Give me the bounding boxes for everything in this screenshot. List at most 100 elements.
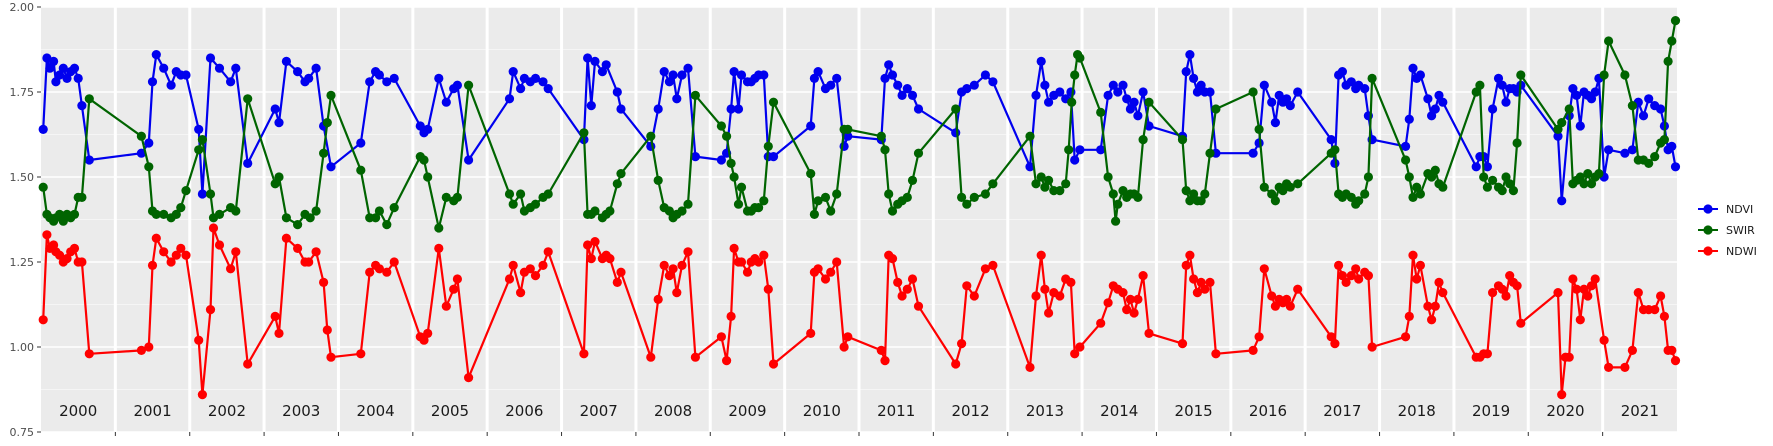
- ndvi-point: [504, 94, 515, 104]
- swir-point: [1404, 172, 1414, 182]
- swir-point: [181, 186, 191, 196]
- ndwi-point: [319, 277, 329, 287]
- ndwi-point: [579, 349, 589, 359]
- swir-point: [969, 192, 979, 202]
- swir-point: [1512, 138, 1522, 148]
- swir-point: [1667, 36, 1677, 46]
- swir-point: [319, 148, 329, 158]
- ndvi-point: [516, 84, 526, 94]
- ndwi-point: [605, 254, 615, 264]
- ndvi-point: [452, 80, 462, 90]
- ndwi-point: [659, 260, 669, 270]
- swir-point: [371, 213, 381, 223]
- ndwi-point: [194, 335, 204, 345]
- ndwi-point: [226, 264, 236, 274]
- ndwi-point: [1040, 284, 1050, 294]
- ndwi-point: [1129, 308, 1139, 318]
- ndvi-point: [1125, 104, 1135, 114]
- ndvi-point: [664, 77, 675, 87]
- ndvi-point: [159, 63, 169, 73]
- ndvi-point: [1196, 80, 1206, 90]
- ndvi-point: [1129, 97, 1139, 107]
- swir-point: [1505, 179, 1515, 189]
- ndwi-point: [1248, 345, 1258, 355]
- ndvi-point: [1122, 94, 1132, 104]
- ndwi-point: [311, 247, 321, 257]
- ndwi-point: [1412, 274, 1422, 284]
- ndvi-point: [1326, 135, 1336, 145]
- swir-point: [884, 189, 894, 199]
- swir-point: [683, 199, 693, 209]
- swir-point: [504, 189, 515, 199]
- swir-point: [902, 192, 912, 202]
- swir-point: [1118, 186, 1128, 196]
- ndvi-point: [1040, 80, 1050, 90]
- swir-point: [322, 118, 332, 128]
- ndwi-point: [902, 284, 912, 294]
- ndwi-point: [969, 291, 979, 301]
- ndwi-point: [768, 359, 779, 369]
- ndvi-point: [441, 97, 451, 107]
- legend-label: NDVI: [1726, 203, 1753, 216]
- ndwi-point: [612, 277, 622, 287]
- swir-point: [1189, 189, 1199, 199]
- ndvi-point: [1185, 50, 1195, 60]
- ndwi-point: [1133, 294, 1143, 304]
- swir-point: [962, 199, 972, 209]
- swir-point: [733, 199, 744, 209]
- ndwi-point: [356, 349, 366, 359]
- ndwi-point: [1122, 305, 1132, 315]
- ndvi-point: [1113, 87, 1123, 97]
- swir-point: [1138, 135, 1148, 145]
- swir-point: [452, 192, 462, 202]
- swir-point: [1111, 216, 1121, 226]
- swir-point: [197, 135, 207, 145]
- legend-key-point: [1703, 225, 1713, 235]
- legend-key-point: [1703, 246, 1713, 256]
- ndwi-point: [980, 264, 991, 274]
- ndwi-point: [1633, 288, 1643, 298]
- ndwi-point: [144, 342, 154, 352]
- swir-point: [1278, 186, 1288, 196]
- ndvi-point: [683, 63, 693, 73]
- ndvi-point: [1360, 84, 1370, 94]
- swir-point: [809, 209, 820, 219]
- ndvi-point: [226, 77, 236, 87]
- ndwi-point: [1505, 271, 1515, 281]
- swir-point: [1663, 56, 1673, 66]
- year-label-2017: 2017: [1323, 402, 1361, 420]
- ndwi-point: [729, 243, 739, 253]
- ndvi-point: [1259, 80, 1269, 90]
- swir-point: [1330, 145, 1340, 155]
- ndvi-point: [1488, 104, 1498, 114]
- swir-point: [382, 220, 392, 230]
- ndwi-point: [1404, 311, 1414, 321]
- ndwi-point: [538, 260, 548, 270]
- ndvi-point: [166, 80, 176, 90]
- year-label-2002: 2002: [208, 402, 246, 420]
- swir-point: [1438, 182, 1448, 192]
- ndvi-point: [1557, 196, 1567, 206]
- ndwi-point: [1434, 277, 1444, 287]
- swir-point: [1482, 182, 1492, 192]
- swir-point: [274, 172, 284, 182]
- ndwi-point: [957, 339, 967, 349]
- ndvi-point: [1096, 145, 1106, 155]
- swir-point: [1103, 172, 1113, 182]
- ndwi-point: [742, 267, 753, 277]
- year-label-2008: 2008: [654, 402, 692, 420]
- series-swir: [38, 16, 1681, 233]
- swir-point: [1412, 182, 1422, 192]
- ndvi-point: [1604, 145, 1614, 155]
- ndwi-point: [1438, 288, 1448, 298]
- ndvi-point: [1055, 87, 1065, 97]
- swir-point: [305, 213, 315, 223]
- ndvi-point: [768, 152, 779, 162]
- swir-point: [726, 158, 736, 168]
- ndvi-point: [58, 63, 68, 73]
- swir-point: [1479, 172, 1489, 182]
- ndwi-point: [677, 260, 687, 270]
- swir-point: [1205, 148, 1215, 158]
- swir-point: [326, 90, 336, 100]
- ndwi-point: [243, 359, 253, 369]
